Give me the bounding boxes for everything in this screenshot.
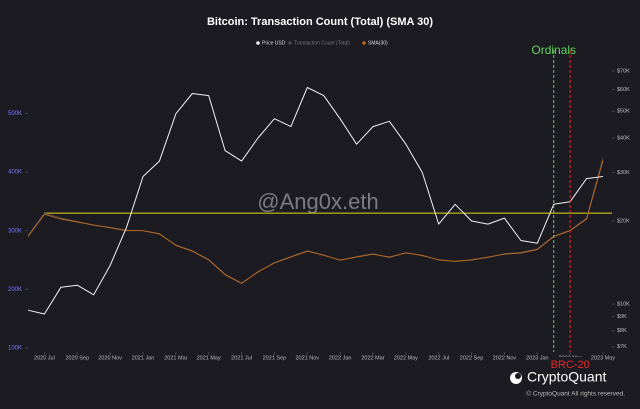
x-tick-label: 2020 Jul: [34, 355, 55, 361]
brand-logo: [510, 372, 522, 384]
y-tick-label: 200K: [8, 287, 22, 293]
legend-label: Transaction Count (Total): [294, 40, 350, 46]
y2-tick-label: $10K: [617, 301, 630, 307]
event-label-bg: [552, 357, 589, 371]
y-tick-label: 300K: [8, 228, 22, 234]
x-tick-label: 2021 Jan: [132, 355, 155, 361]
y2-tick-label: $60K: [617, 87, 630, 93]
x-tick-label: 2022 May: [394, 355, 418, 361]
logo-icon-cut: [515, 373, 521, 379]
y2-tick-label: $9K: [617, 314, 627, 320]
y-tick-label: 500K: [8, 111, 22, 117]
watermark: @Ang0x.eth: [257, 189, 378, 214]
chart-title: Bitcoin: Transaction Count (Total) (SMA …: [207, 16, 433, 28]
x-tick-label: 2021 Jul: [231, 355, 252, 361]
event-label: Ordinals: [531, 43, 576, 57]
legend: Price USD Transaction Count (Total) SMA(30…: [256, 40, 388, 46]
y-tick-label: 100K: [8, 345, 22, 351]
series-line: [27, 160, 604, 284]
legend-swatch: [256, 41, 260, 45]
legend-swatch: [362, 41, 366, 45]
event-label: BRC-20: [551, 359, 590, 371]
legend-swatch: [288, 41, 292, 45]
x-tick-label: 2022 Jul: [428, 355, 449, 361]
x-tick-label: 2022 Sep: [460, 355, 484, 361]
y2-tick-label: $7K: [617, 344, 627, 350]
x-tick-label: 2023 May: [591, 355, 615, 361]
brand-name: CryptoQuant: [527, 369, 606, 385]
x-tick-label: 2022 Nov: [493, 355, 517, 361]
y2-tick-label: $8K: [617, 328, 627, 334]
y2-tick-label: $30K: [617, 170, 630, 176]
x-tick-label: 2023 Jan: [526, 355, 549, 361]
y2-tick-label: $50K: [617, 109, 630, 115]
x-tick-label: 2021 Sep: [263, 355, 287, 361]
y2-tick-label: $70K: [617, 68, 630, 74]
x-tick-label: 2021 Mar: [164, 355, 187, 361]
x-tick-label: 2021 May: [197, 355, 221, 361]
x-tick-label: 2020 Nov: [98, 355, 122, 361]
y2-tick-label: $40K: [617, 135, 630, 141]
x-tick-label: 2020 Sep: [66, 355, 90, 361]
legend-label: SMA(30): [368, 40, 388, 46]
y2-tick-label: $20K: [617, 218, 630, 224]
legend-label: Price USD: [262, 40, 286, 46]
series-line: [27, 157, 604, 284]
y-tick-label: 400K: [8, 170, 22, 176]
copyright: © CryptoQuant All rights reserved.: [526, 390, 625, 398]
series-line: [27, 87, 604, 315]
x-tick-label: 2022 Mar: [361, 355, 384, 361]
x-tick-label: 2021 Nov: [296, 355, 320, 361]
x-tick-label: 2022 Jan: [329, 355, 352, 361]
